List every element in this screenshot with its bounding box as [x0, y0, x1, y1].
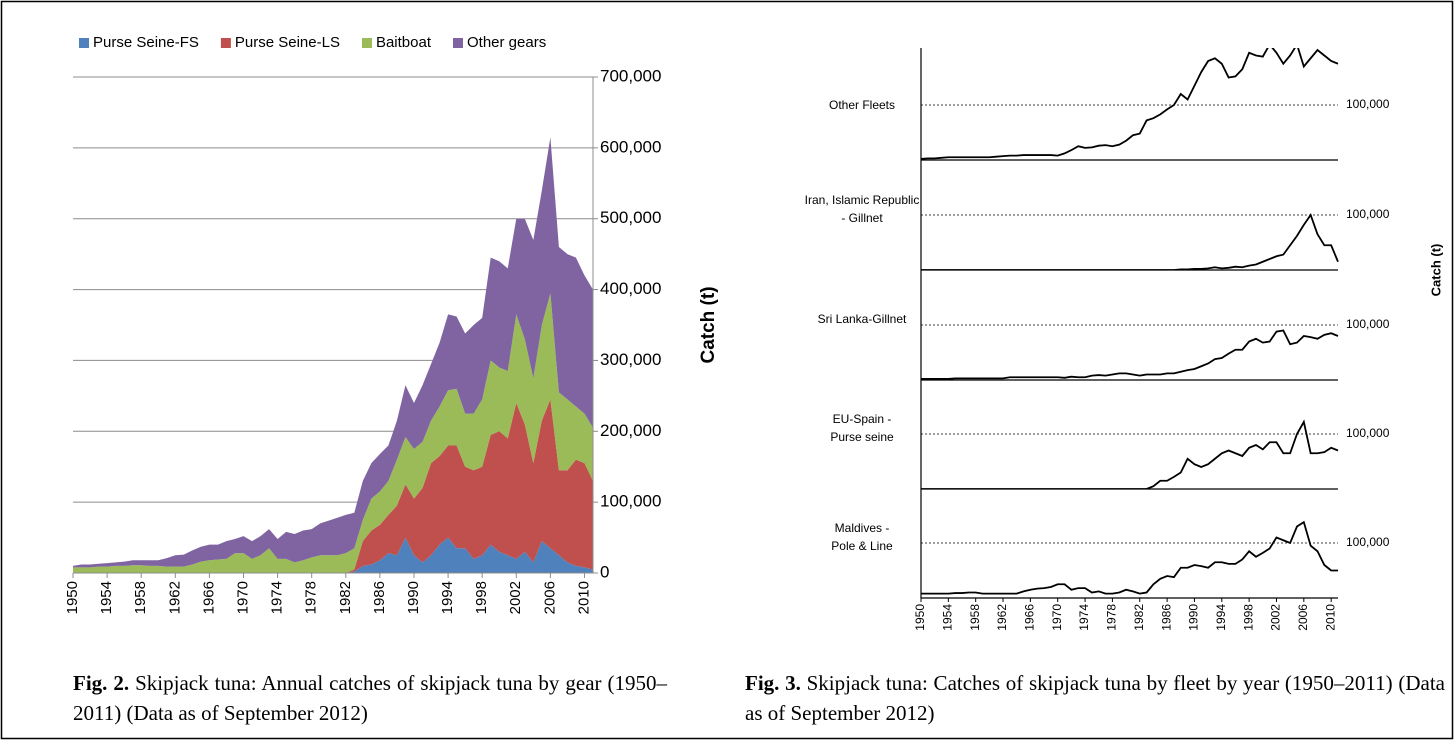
x-tick-label: 1990 — [405, 581, 422, 614]
x-tick-label: 1994 — [1214, 604, 1228, 631]
legend-label: Purse Seine-LS — [235, 34, 340, 51]
y-axis-label: Catch (t) — [1428, 244, 1443, 297]
y-tick-label: 100,000 — [1346, 317, 1390, 331]
legend-label: Other gears — [467, 34, 546, 51]
x-tick-label: 1998 — [1241, 604, 1255, 631]
x-tick-label: 2002 — [507, 581, 524, 614]
y-tick-label: 100,000 — [600, 492, 661, 511]
x-tick-label: 1974 — [1077, 604, 1091, 631]
x-tick-label: 1986 — [1159, 604, 1173, 631]
area — [73, 399, 593, 573]
panel-label: Sri Lanka-Gillnet — [817, 312, 907, 326]
legend-swatch — [79, 38, 89, 48]
x-tick-label: 1958 — [968, 604, 982, 631]
y-tick-label: 400,000 — [600, 279, 661, 298]
x-tick-label: 1998 — [473, 581, 490, 614]
legend-swatch — [220, 38, 231, 48]
y-tick-label: 100,000 — [1346, 535, 1390, 549]
caption-label: Fig. 3. — [745, 671, 801, 695]
x-tick-label: 1950 — [913, 604, 927, 631]
x-tick-label: 1970 — [1050, 604, 1064, 631]
y-tick-label: 600,000 — [600, 137, 661, 156]
x-tick-label: 2006 — [1296, 604, 1310, 631]
legend-swatch — [361, 38, 372, 48]
legend-label: Purse Seine-FS — [93, 34, 199, 51]
panel-label: Maldives - Pole & Line — [831, 521, 893, 553]
panel-label: Other Fleets — [828, 98, 896, 112]
legend-swatch — [453, 38, 463, 48]
caption-text: Skipjack tuna: Annual catches of skipjac… — [73, 671, 667, 725]
y-tick-label: 100,000 — [1346, 426, 1390, 440]
line — [921, 329, 1339, 380]
x-tick-label: 1978 — [1105, 604, 1119, 631]
legend-label: Baitboat — [376, 34, 432, 51]
panel-label: EU-Spain - Purse seine — [830, 412, 894, 444]
x-tick-label: 1982 — [1132, 604, 1146, 631]
y-tick-label: 300,000 — [600, 350, 661, 369]
y-axis-label: Catch (t) — [698, 286, 719, 363]
x-tick-label: 1990 — [1187, 604, 1201, 631]
panel-label: Iran, Islamic Republic - Gillnet — [804, 193, 920, 225]
caption-text: Skipjack tuna: Catches of skipjack tuna … — [745, 671, 1445, 725]
x-tick-label: 2006 — [541, 581, 558, 614]
y-tick-label: 700,000 — [600, 66, 661, 85]
x-tick-label: 1966 — [200, 581, 217, 614]
area — [73, 537, 593, 573]
x-tick-label: 1962 — [995, 604, 1009, 631]
x-tick-label: 1982 — [337, 581, 354, 614]
line — [921, 419, 1339, 489]
area — [73, 293, 593, 573]
x-tick-label: 1978 — [303, 581, 320, 614]
line — [921, 520, 1338, 595]
caption-fig3: Fig. 3. Skipjack tuna: Catches of skipja… — [745, 668, 1445, 728]
x-tick-label: 1962 — [166, 581, 183, 614]
x-tick-label: 1970 — [234, 581, 251, 614]
x-tick-label: 2010 — [575, 581, 592, 614]
x-tick-label: 1958 — [132, 581, 149, 614]
area — [73, 137, 593, 568]
y-tick-label: 200,000 — [600, 421, 661, 440]
y-tick-label: 500,000 — [600, 208, 661, 227]
y-tick-label: 0 — [600, 562, 609, 581]
x-tick-label: 1986 — [371, 581, 388, 614]
line — [921, 213, 1339, 270]
x-tick-label: 1950 — [64, 581, 81, 614]
x-tick-label: 1974 — [269, 581, 286, 614]
y-tick-label: 100,000 — [1346, 207, 1390, 221]
x-tick-label: 1966 — [1023, 604, 1037, 631]
line — [921, 48, 1339, 160]
x-tick-label: 2010 — [1323, 604, 1337, 631]
y-tick-label: 100,000 — [1346, 97, 1390, 111]
x-tick-label: 2002 — [1269, 604, 1283, 631]
x-tick-label: 1954 — [941, 604, 955, 631]
caption-label: Fig. 2. — [73, 671, 130, 695]
x-tick-label: 1994 — [439, 581, 456, 614]
x-tick-label: 1954 — [98, 581, 115, 614]
caption-fig2: Fig. 2. Skipjack tuna: Annual catches of… — [73, 668, 667, 728]
